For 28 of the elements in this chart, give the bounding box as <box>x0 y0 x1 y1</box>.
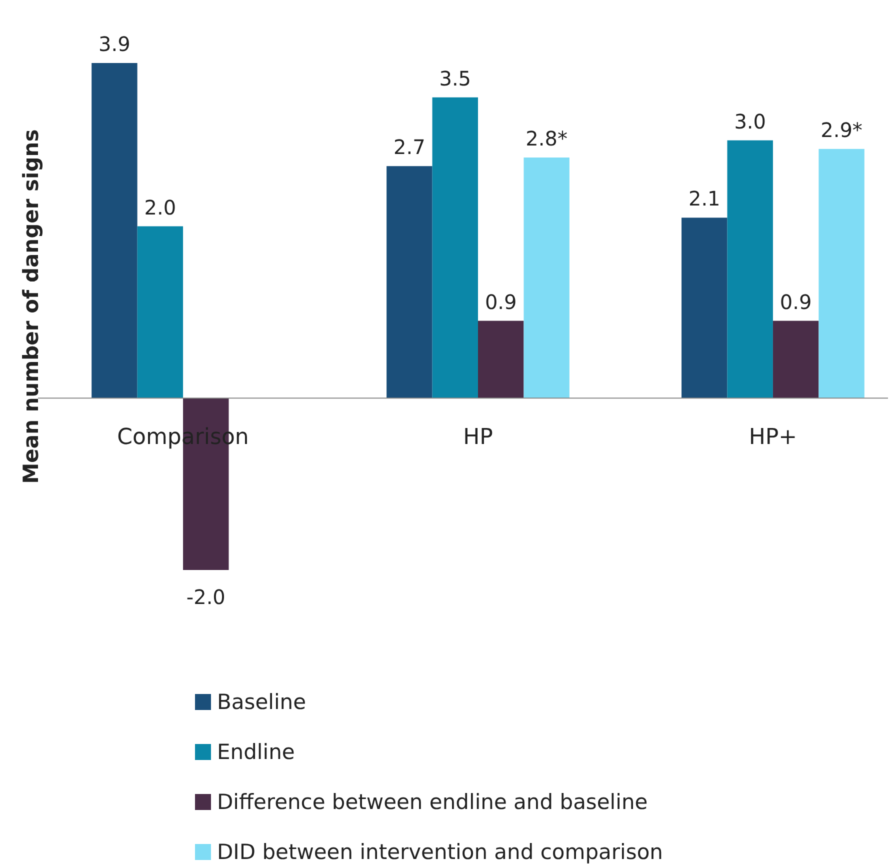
y-axis-title: Mean number of danger signs <box>19 129 43 484</box>
data-label: -2.0 <box>186 585 226 609</box>
bar <box>137 226 184 398</box>
data-label: 3.0 <box>734 109 766 134</box>
data-label: 3.9 <box>98 32 130 56</box>
data-label: 0.9 <box>780 290 812 314</box>
bar <box>92 63 138 398</box>
data-label: 2.7 <box>394 135 426 160</box>
bar <box>818 148 864 398</box>
bar <box>772 320 819 398</box>
data-label: 2.0 <box>144 195 176 220</box>
bar <box>682 218 728 398</box>
bar <box>432 97 478 398</box>
bar <box>524 158 570 398</box>
bar <box>386 166 432 398</box>
x-tick-label: HP+ <box>748 425 798 450</box>
data-label: 2.9* <box>820 118 862 142</box>
legend-label: Endline <box>217 740 295 764</box>
legend-label: DID between intervention and comparison <box>217 840 663 864</box>
data-label: 2.1 <box>688 186 720 211</box>
data-label: 0.9 <box>484 290 517 314</box>
bar <box>727 140 773 398</box>
legend-label: Baseline <box>217 690 306 714</box>
bar <box>478 320 524 398</box>
legend-label: Difference between endline and baseline <box>217 790 648 814</box>
data-label: 3.5 <box>439 66 472 90</box>
data-label: 2.8* <box>526 126 568 151</box>
x-tick-label: HP <box>463 425 493 450</box>
